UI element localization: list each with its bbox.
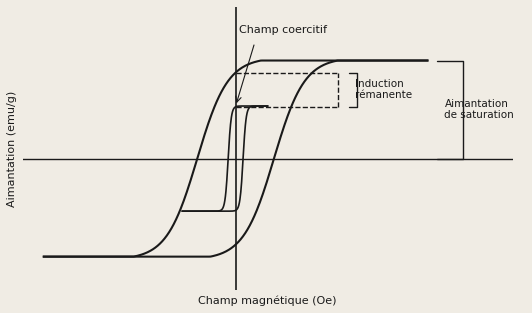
X-axis label: Champ magnétique (Oe): Champ magnétique (Oe) [198, 295, 337, 306]
Text: Champ coercitif: Champ coercitif [239, 25, 327, 35]
Text: Induction
rémanente: Induction rémanente [355, 79, 412, 100]
Y-axis label: Aimantation (emu/g): Aimantation (emu/g) [7, 90, 17, 207]
Text: Aimantation
de saturation: Aimantation de saturation [444, 99, 514, 121]
